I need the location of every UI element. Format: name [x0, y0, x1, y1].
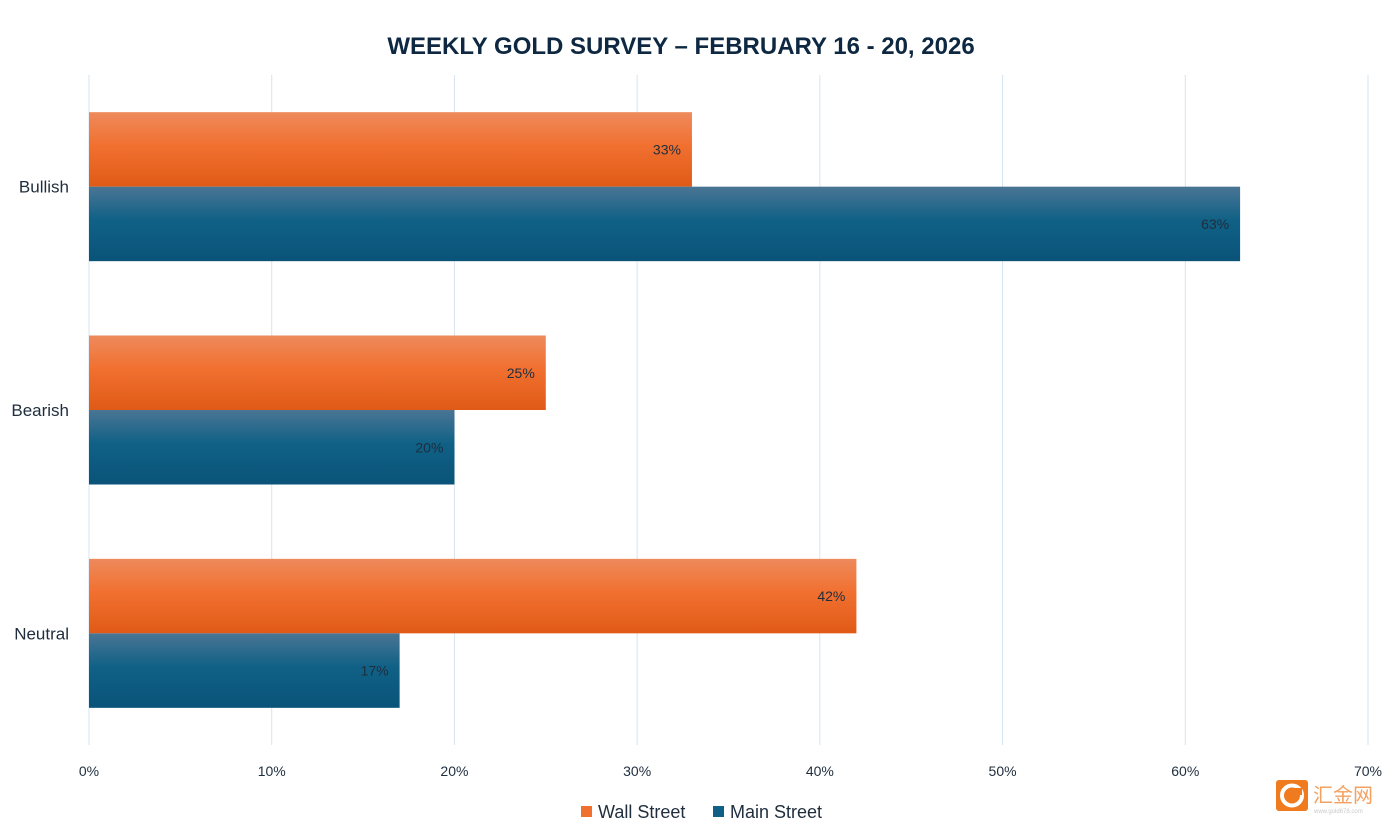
bar-wall-street-bearish	[89, 335, 546, 410]
data-label: 25%	[507, 365, 535, 381]
labels: 0% 10% 20% 30% 40% 50% 60% 70% Bullish 33% 63% Bear…	[11, 141, 1382, 779]
x-tick-label: 20%	[440, 763, 468, 779]
bar-main-street-bearish	[89, 410, 455, 485]
x-tick-label: 10%	[258, 763, 286, 779]
data-label: 17%	[361, 663, 389, 679]
watermark-logo: 汇金网 www.gold678.com	[1276, 780, 1373, 815]
bar-wall-street-bullish	[89, 112, 692, 187]
data-label: 20%	[415, 439, 443, 455]
bars	[89, 112, 1241, 708]
svg-text:www.gold678.com: www.gold678.com	[1313, 809, 1363, 815]
x-tick-label: 70%	[1354, 763, 1382, 779]
legend-label-main-street: Main Street	[730, 802, 822, 822]
data-label: 63%	[1201, 216, 1229, 232]
category-label: Neutral	[14, 624, 69, 643]
legend-swatch-main-street	[713, 806, 724, 817]
x-tick-label: 50%	[989, 763, 1017, 779]
bar-wall-street-neutral	[89, 558, 857, 634]
bar-main-street-bullish	[89, 186, 1241, 262]
svg-text:汇金网: 汇金网	[1313, 783, 1373, 807]
bar-main-street-neutral	[89, 633, 400, 708]
legend-swatch-wall-street	[581, 806, 592, 817]
data-label: 33%	[653, 141, 681, 157]
legend-label-wall-street: Wall Street	[598, 802, 685, 822]
category-label: Bearish	[11, 401, 69, 420]
legend: Wall Street Main Street	[581, 802, 822, 822]
data-label: 42%	[817, 588, 845, 604]
category-label: Bullish	[19, 178, 69, 197]
x-tick-label: 40%	[806, 763, 834, 779]
x-tick-label: 60%	[1171, 763, 1199, 779]
x-tick-label: 0%	[79, 763, 99, 779]
chart-title: WEEKLY GOLD SURVEY – FEBRUARY 16 - 20, 2…	[387, 33, 974, 60]
x-tick-label: 30%	[623, 763, 651, 779]
